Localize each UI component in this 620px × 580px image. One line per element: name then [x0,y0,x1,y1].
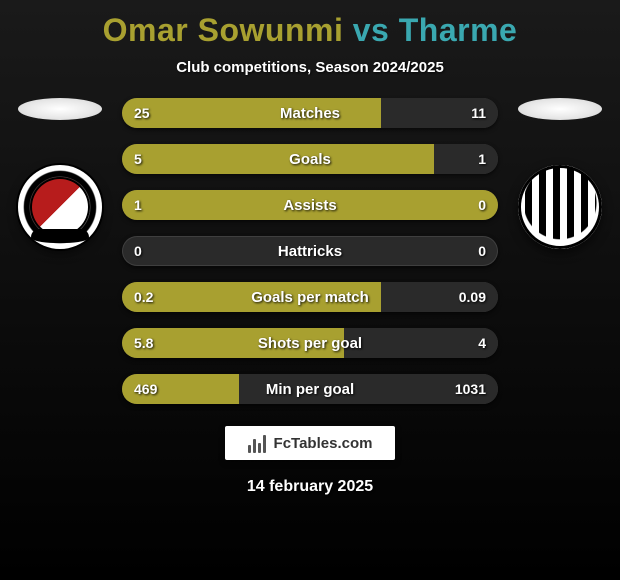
comparison-card: Omar Sowunmi vs Tharme Club competitions… [0,0,620,580]
stat-label: Shots per goal [122,328,498,358]
stat-row: 10Assists [122,190,498,220]
team1-badge-label: BROMLEY·FC [34,235,86,242]
date: 14 february 2025 [0,478,620,496]
stat-label: Min per goal [122,374,498,404]
stat-label: Goals per match [122,282,498,312]
stat-row: 00Hattricks [122,236,498,266]
stat-label: Assists [122,190,498,220]
team1-badge: BROMLEY·FC [18,165,102,249]
page-title: Omar Sowunmi vs Tharme [0,12,620,49]
stat-row: 2511Matches [122,98,498,128]
stat-label: Goals [122,144,498,174]
body-row: BROMLEY·FC 2511Matches 51Goals 10Assists 00… [0,98,620,404]
player1-name: Omar Sowunmi [103,12,344,48]
bar-chart-icon [248,433,268,453]
stat-row: 0.20.09Goals per match [122,282,498,312]
subtitle: Club competitions, Season 2024/2025 [0,59,620,76]
player2-name: Tharme [399,12,518,48]
stat-label: Hattricks [122,236,498,266]
stats-list: 2511Matches 51Goals 10Assists 00Hattricks 0.… [102,98,518,404]
right-side [518,98,602,249]
stat-label: Matches [122,98,498,128]
brand-text: FcTables.com [274,435,373,452]
player2-photo-placeholder [518,98,602,120]
team2-badge [518,165,602,249]
vs-text: vs [353,12,390,48]
left-side: BROMLEY·FC [18,98,102,249]
stat-row: 5.84Shots per goal [122,328,498,358]
stat-row: 4691031Min per goal [122,374,498,404]
stat-row: 51Goals [122,144,498,174]
player1-photo-placeholder [18,98,102,120]
brand-badge[interactable]: FcTables.com [225,426,395,460]
